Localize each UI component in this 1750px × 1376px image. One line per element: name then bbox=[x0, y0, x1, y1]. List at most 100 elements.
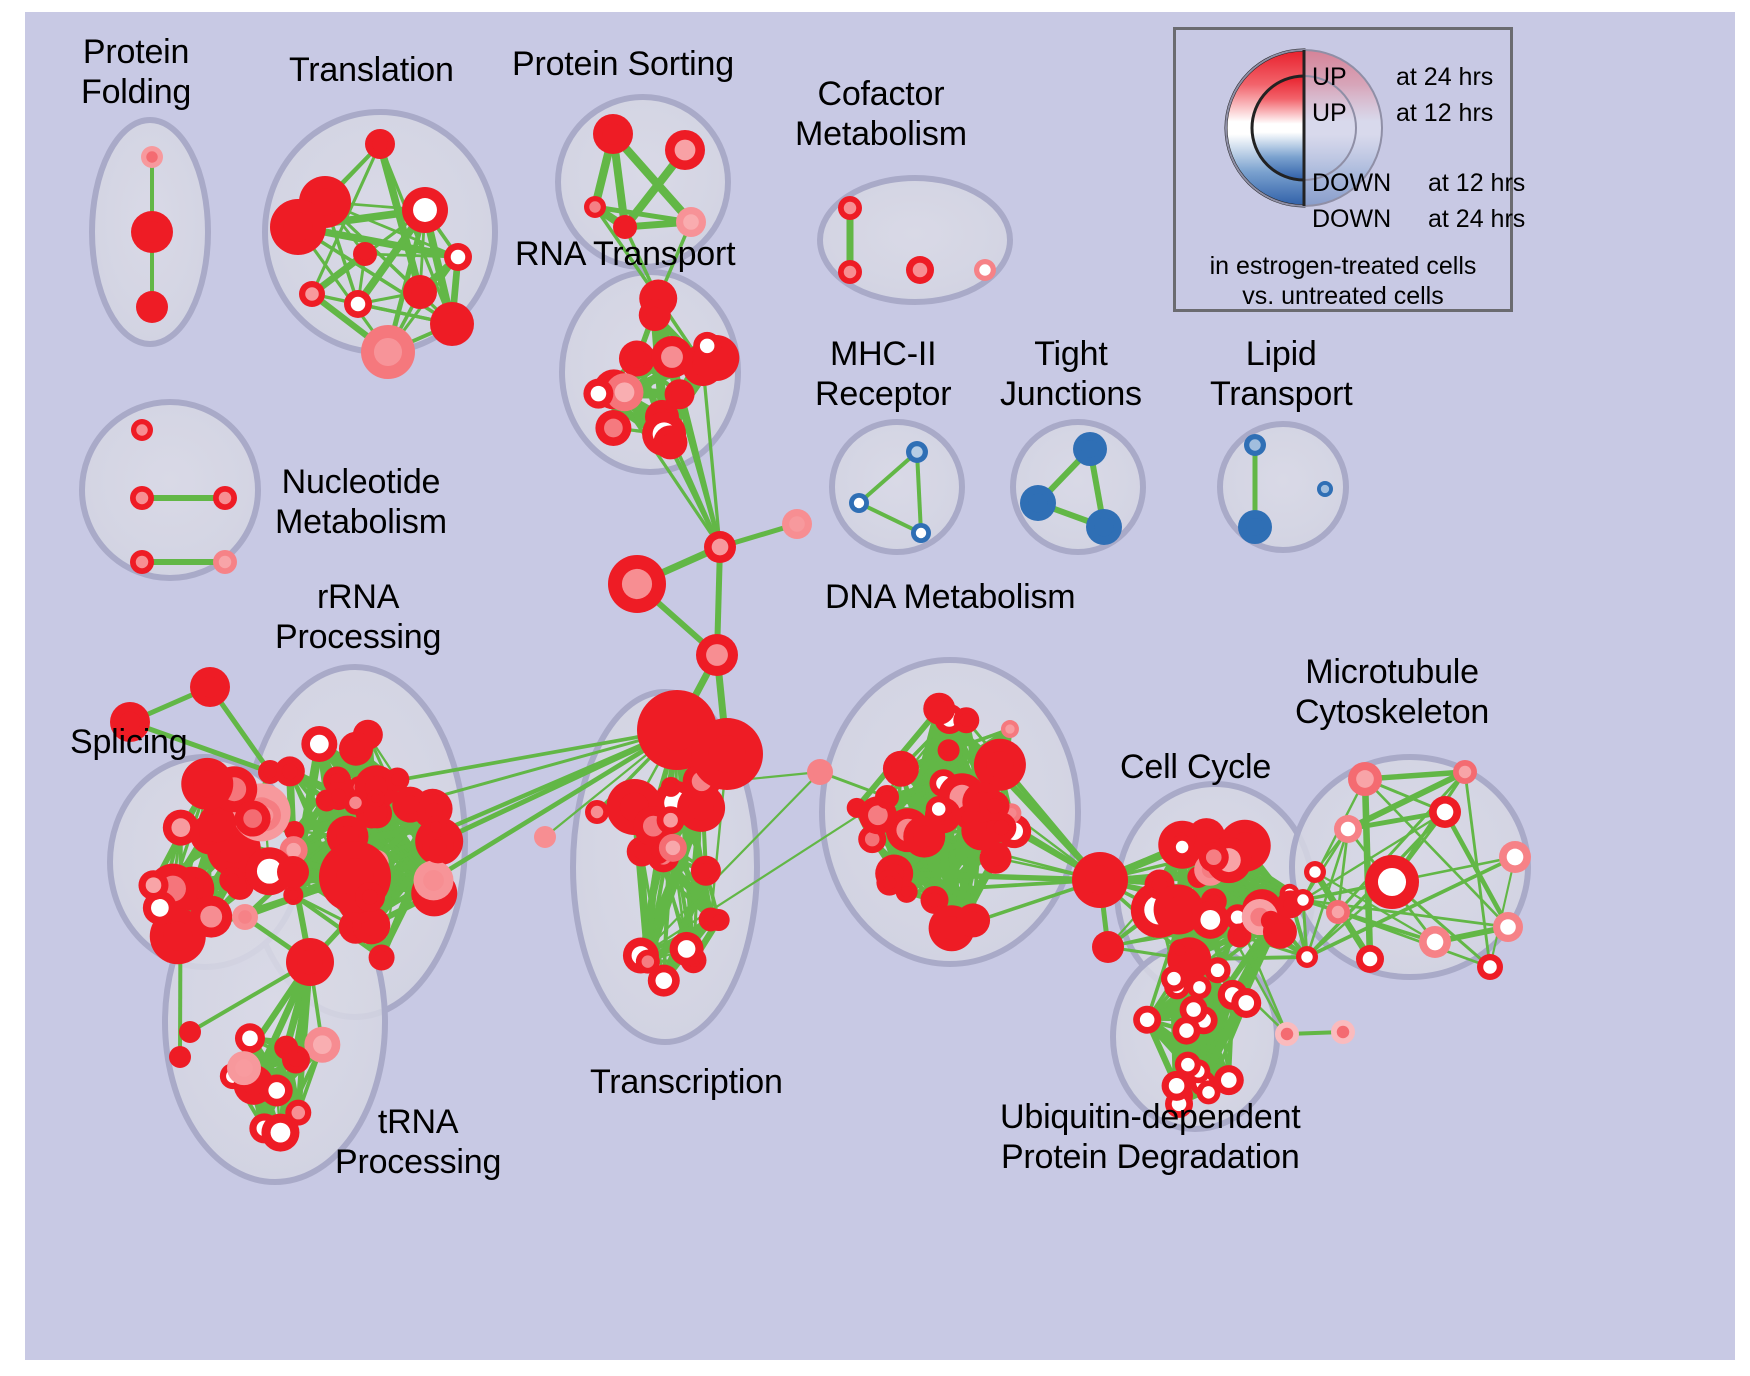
network-edge bbox=[1364, 778, 1509, 928]
cluster-label-dna-metabolism: DNA Metabolism bbox=[825, 578, 1076, 616]
gene-node bbox=[911, 523, 931, 543]
network-edge bbox=[1347, 809, 1446, 832]
gene-node bbox=[1204, 957, 1231, 984]
gene-node bbox=[365, 129, 395, 159]
gene-node bbox=[274, 756, 305, 787]
gene-node bbox=[1160, 965, 1187, 992]
gene-node bbox=[1133, 1005, 1162, 1034]
gene-node bbox=[234, 1023, 265, 1054]
gene-node bbox=[366, 789, 385, 808]
gene-node bbox=[245, 847, 294, 896]
network-edge bbox=[1346, 769, 1467, 832]
gene-node bbox=[906, 256, 934, 284]
gene-node bbox=[444, 243, 472, 271]
gene-node bbox=[1499, 841, 1531, 873]
cluster-blob-nucleotide-metabolism bbox=[79, 399, 261, 581]
gene-node bbox=[1304, 861, 1326, 883]
gene-node bbox=[368, 944, 395, 971]
gene-node bbox=[696, 634, 738, 676]
network-edge bbox=[297, 225, 453, 326]
gene-node bbox=[1348, 762, 1382, 796]
gene-node bbox=[234, 800, 271, 837]
gene-node bbox=[190, 667, 230, 707]
gene-node bbox=[1231, 987, 1262, 1018]
gene-node bbox=[1072, 852, 1128, 908]
gene-node bbox=[882, 750, 919, 787]
gene-node bbox=[1326, 900, 1350, 924]
gene-node bbox=[261, 1113, 300, 1152]
gene-node bbox=[593, 114, 633, 154]
gene-node bbox=[1292, 889, 1314, 911]
network-edge bbox=[1306, 855, 1516, 959]
gene-node bbox=[651, 335, 694, 378]
gene-node bbox=[1169, 939, 1192, 962]
network-edge bbox=[129, 719, 271, 775]
gene-node bbox=[136, 291, 168, 323]
gene-node bbox=[876, 869, 903, 896]
gene-node bbox=[141, 146, 163, 168]
network-svg bbox=[79, 94, 1531, 1185]
gene-node bbox=[691, 718, 763, 790]
gene-node bbox=[338, 731, 373, 766]
cluster-label-rna-transport: RNA Transport bbox=[515, 235, 736, 273]
gene-node bbox=[1317, 481, 1333, 497]
gene-node bbox=[1453, 760, 1477, 784]
gene-node bbox=[301, 726, 338, 763]
gene-node bbox=[665, 130, 705, 170]
gene-node bbox=[782, 509, 812, 539]
gene-node bbox=[1227, 923, 1252, 948]
gene-node bbox=[284, 820, 305, 841]
network-edge bbox=[295, 961, 314, 1113]
gene-node bbox=[353, 242, 377, 266]
cluster-label-transcription: Transcription bbox=[590, 1063, 783, 1101]
gene-node bbox=[270, 199, 326, 255]
gene-node bbox=[277, 856, 309, 888]
legend-state-2: DOWN bbox=[1312, 169, 1392, 197]
gene-node bbox=[1187, 975, 1212, 1000]
legend-time-2: at 12 hrs bbox=[1428, 169, 1526, 197]
cluster-label-lipid-transport: Lipid Transport bbox=[1210, 335, 1353, 413]
gene-node bbox=[1174, 1051, 1201, 1078]
network-edge bbox=[858, 501, 922, 535]
network-edge bbox=[376, 143, 424, 293]
cluster-label-ubiquitin-degradation: Ubiquitin-dependent Protein Degradation bbox=[1000, 1098, 1301, 1176]
cluster-blob-cofactor-metabolism bbox=[817, 175, 1013, 305]
gene-node bbox=[413, 860, 454, 901]
gene-node bbox=[906, 441, 928, 463]
gene-node bbox=[1275, 1022, 1299, 1046]
cluster-label-mhc-ii-receptor: MHC-II Receptor bbox=[815, 335, 952, 413]
gene-node bbox=[664, 379, 695, 410]
gene-node bbox=[585, 800, 609, 824]
gene-node bbox=[1170, 834, 1195, 859]
gene-node bbox=[1331, 1020, 1355, 1044]
gene-node bbox=[693, 331, 722, 360]
gene-node bbox=[618, 340, 655, 377]
cluster-label-nucleotide-metabolism: Nucleotide Metabolism bbox=[275, 463, 447, 541]
gene-node bbox=[875, 785, 899, 809]
cluster-label-cell-cycle: Cell Cycle bbox=[1120, 748, 1272, 786]
gene-node bbox=[534, 826, 556, 848]
gene-node bbox=[213, 486, 237, 510]
gene-node bbox=[361, 325, 415, 379]
network-edge bbox=[660, 869, 710, 983]
gene-node bbox=[403, 275, 437, 309]
network-edge bbox=[947, 716, 1103, 883]
gene-node bbox=[274, 1035, 299, 1060]
gene-node bbox=[181, 757, 234, 810]
gene-node bbox=[979, 790, 1010, 821]
gene-node bbox=[920, 885, 949, 914]
cluster-label-cofactor-metabolism: Cofactor Metabolism bbox=[795, 75, 967, 153]
gene-node bbox=[198, 804, 237, 843]
cluster-label-translation: Translation bbox=[289, 51, 454, 89]
gene-node bbox=[232, 904, 258, 930]
cluster-label-rrna-processing: rRNA Processing bbox=[275, 578, 442, 656]
gene-node bbox=[355, 882, 385, 912]
network-edge bbox=[1488, 856, 1517, 968]
legend-state-3: DOWN bbox=[1312, 205, 1392, 233]
gene-node bbox=[1213, 1065, 1244, 1096]
gene-node bbox=[1296, 946, 1318, 968]
gene-node bbox=[130, 486, 154, 510]
gene-node bbox=[304, 1026, 341, 1063]
gene-node bbox=[953, 707, 980, 734]
